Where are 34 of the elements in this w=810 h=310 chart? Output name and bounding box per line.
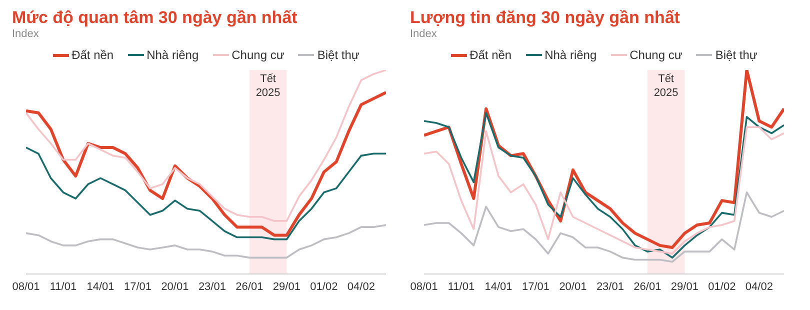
x-tick-label: 14/01 (86, 280, 114, 293)
chart-title: Lượng tin đăng 30 ngày gần nhất (409, 8, 681, 28)
x-tick-label: 26/01 (236, 280, 264, 293)
x-tick-label: 01/02 (708, 280, 736, 293)
x-tick-label: 14/01 (484, 280, 512, 293)
legend-label: Đất nền (468, 48, 512, 62)
band-label: Tết 2025 (254, 72, 282, 100)
x-tick-label: 04/02 (745, 280, 773, 293)
x-tick-label: 17/01 (124, 280, 152, 293)
x-tick-label: 11/01 (50, 280, 77, 293)
chart-title: Mức độ quan tâm 30 ngày gần nhất (11, 8, 298, 28)
x-tick-label: 29/01 (670, 280, 698, 293)
legend-label: Nhà riêng (146, 48, 199, 62)
x-tick-label: 20/01 (161, 280, 189, 293)
legend-label: Đất nền (70, 48, 114, 62)
legend-label: Biệt thự (714, 48, 758, 62)
x-tick-label: 08/01 (410, 280, 438, 293)
x-tick-label: 17/01 (522, 280, 550, 293)
x-tick-label: 26/01 (634, 280, 662, 293)
x-tick-label: 20/01 (559, 280, 587, 293)
x-tick-label: 23/01 (596, 280, 624, 293)
y-axis-title: Index (11, 28, 40, 40)
x-tick-label: 29/01 (272, 280, 300, 293)
x-tick-label: 04/02 (347, 280, 375, 293)
band-label: Tết 2025 (652, 72, 680, 100)
x-tick-label: 01/02 (310, 280, 338, 293)
x-tick-label: 08/01 (12, 280, 40, 293)
x-tick-label: 23/01 (198, 280, 226, 293)
legend-label: Biệt thự (316, 48, 360, 62)
legend-label: Chung cư (230, 48, 284, 62)
x-tick-label: 11/01 (448, 280, 475, 293)
legend-label: Chung cư (628, 48, 682, 62)
legend-label: Nhà riêng (544, 48, 597, 62)
y-axis-title: Index (409, 28, 438, 40)
